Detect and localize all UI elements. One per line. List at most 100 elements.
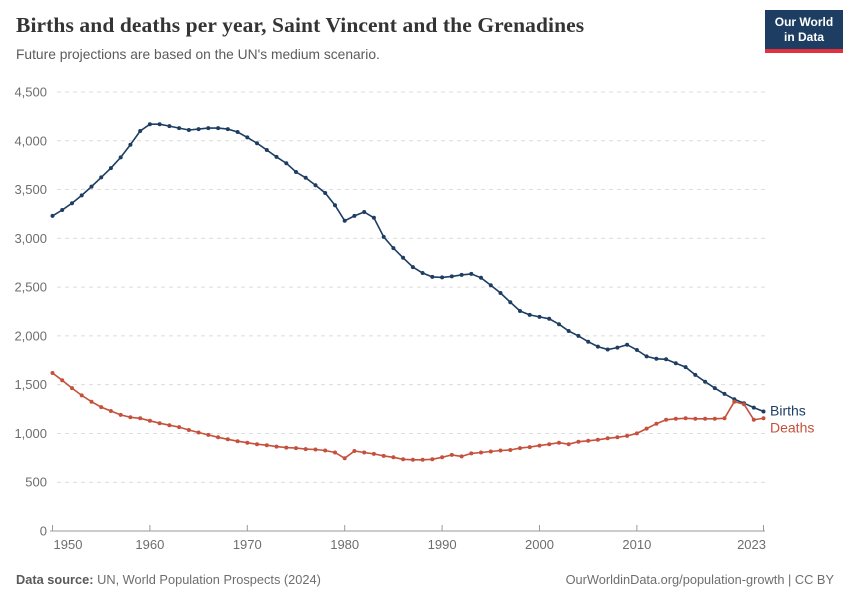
births-point[interactable] [70, 201, 74, 206]
deaths-point[interactable] [391, 455, 396, 460]
footer-credit-link[interactable]: OurWorldinData.org/population-growth | C… [565, 572, 834, 587]
deaths-point[interactable] [615, 435, 620, 440]
deaths-point[interactable] [147, 418, 152, 423]
deaths-point[interactable] [469, 451, 474, 456]
deaths-point[interactable] [459, 454, 464, 459]
deaths-point[interactable] [303, 447, 308, 452]
births-point[interactable] [518, 309, 522, 313]
births-point[interactable] [722, 391, 727, 396]
deaths-point[interactable] [683, 416, 688, 421]
births-point[interactable] [323, 191, 328, 195]
deaths-point[interactable] [537, 443, 542, 448]
deaths-point[interactable] [712, 416, 717, 421]
births-point[interactable] [264, 148, 269, 152]
deaths-point[interactable] [703, 416, 708, 421]
births-point[interactable] [371, 215, 376, 220]
births-point[interactable] [683, 365, 688, 370]
births-point[interactable] [225, 127, 230, 132]
births-point[interactable] [362, 210, 367, 214]
deaths-point[interactable] [381, 453, 386, 458]
deaths-point[interactable] [128, 415, 133, 420]
deaths-point[interactable] [352, 449, 357, 453]
births-point[interactable] [245, 135, 250, 140]
births-point[interactable] [79, 193, 84, 198]
deaths-point[interactable] [634, 431, 639, 436]
births-point[interactable] [547, 316, 552, 321]
births-point[interactable] [440, 275, 445, 280]
births-point[interactable] [60, 208, 65, 212]
deaths-point[interactable] [742, 402, 746, 407]
deaths-point[interactable] [255, 442, 259, 447]
births-point[interactable] [157, 122, 162, 127]
deaths-point[interactable] [323, 448, 328, 453]
deaths-point[interactable] [264, 443, 269, 448]
births-point[interactable] [352, 213, 357, 218]
deaths-point[interactable] [99, 405, 104, 410]
deaths-point[interactable] [245, 440, 250, 445]
births-point[interactable] [274, 154, 279, 159]
births-point[interactable] [342, 218, 347, 223]
deaths-point[interactable] [673, 416, 678, 421]
deaths-point[interactable] [498, 448, 503, 453]
deaths-point[interactable] [557, 440, 561, 445]
births-point[interactable] [108, 166, 113, 171]
births-point[interactable] [703, 379, 708, 384]
births-point[interactable] [167, 124, 172, 129]
deaths-point[interactable] [654, 421, 659, 426]
births-point[interactable] [391, 246, 396, 251]
deaths-point[interactable] [89, 399, 94, 404]
deaths-point[interactable] [488, 449, 493, 454]
births-point[interactable] [498, 291, 503, 295]
births-point[interactable] [177, 126, 182, 131]
deaths-point[interactable] [186, 428, 191, 432]
deaths-point[interactable] [547, 442, 552, 447]
births-point[interactable] [469, 271, 474, 276]
deaths-point[interactable] [108, 409, 113, 413]
births-point[interactable] [508, 300, 513, 305]
deaths-point[interactable] [732, 399, 737, 404]
deaths-point[interactable] [167, 423, 172, 428]
deaths-point[interactable] [595, 437, 600, 442]
deaths-point[interactable] [177, 425, 182, 430]
deaths-point[interactable] [479, 450, 483, 455]
births-point[interactable] [693, 372, 698, 377]
births-point[interactable] [206, 126, 211, 131]
births-point[interactable] [118, 155, 123, 160]
births-point[interactable] [459, 272, 464, 277]
deaths-point[interactable] [508, 448, 513, 452]
births-point[interactable] [615, 345, 620, 350]
deaths-point[interactable] [440, 455, 445, 460]
births-point[interactable] [673, 361, 678, 366]
births-point[interactable] [196, 127, 201, 132]
deaths-point[interactable] [371, 451, 376, 456]
births-point[interactable] [557, 322, 561, 327]
deaths-point[interactable] [342, 456, 347, 461]
births-point[interactable] [89, 184, 94, 189]
deaths-point[interactable] [60, 378, 65, 383]
births-point[interactable] [625, 342, 630, 347]
deaths-point[interactable] [527, 445, 532, 450]
births-point[interactable] [401, 255, 406, 260]
deaths-point[interactable] [313, 447, 318, 452]
deaths-point[interactable] [79, 393, 84, 398]
births-point[interactable] [216, 126, 221, 131]
births-point[interactable] [420, 271, 425, 275]
births-point[interactable] [527, 312, 532, 317]
births-point[interactable] [654, 356, 659, 361]
births-point[interactable] [488, 283, 493, 288]
deaths-point[interactable] [138, 416, 143, 421]
births-point[interactable] [605, 347, 610, 352]
births-point[interactable] [595, 344, 600, 349]
births-point[interactable] [537, 314, 542, 319]
births-point[interactable] [50, 213, 55, 218]
deaths-point[interactable] [216, 435, 221, 440]
deaths-point[interactable] [722, 416, 727, 421]
deaths-point[interactable] [284, 445, 289, 450]
deaths-point[interactable] [693, 416, 698, 421]
deaths-point[interactable] [605, 436, 610, 441]
deaths-point[interactable] [274, 444, 279, 449]
deaths-point[interactable] [362, 450, 367, 455]
deaths-point[interactable] [157, 421, 162, 426]
deaths-point[interactable] [751, 417, 756, 422]
